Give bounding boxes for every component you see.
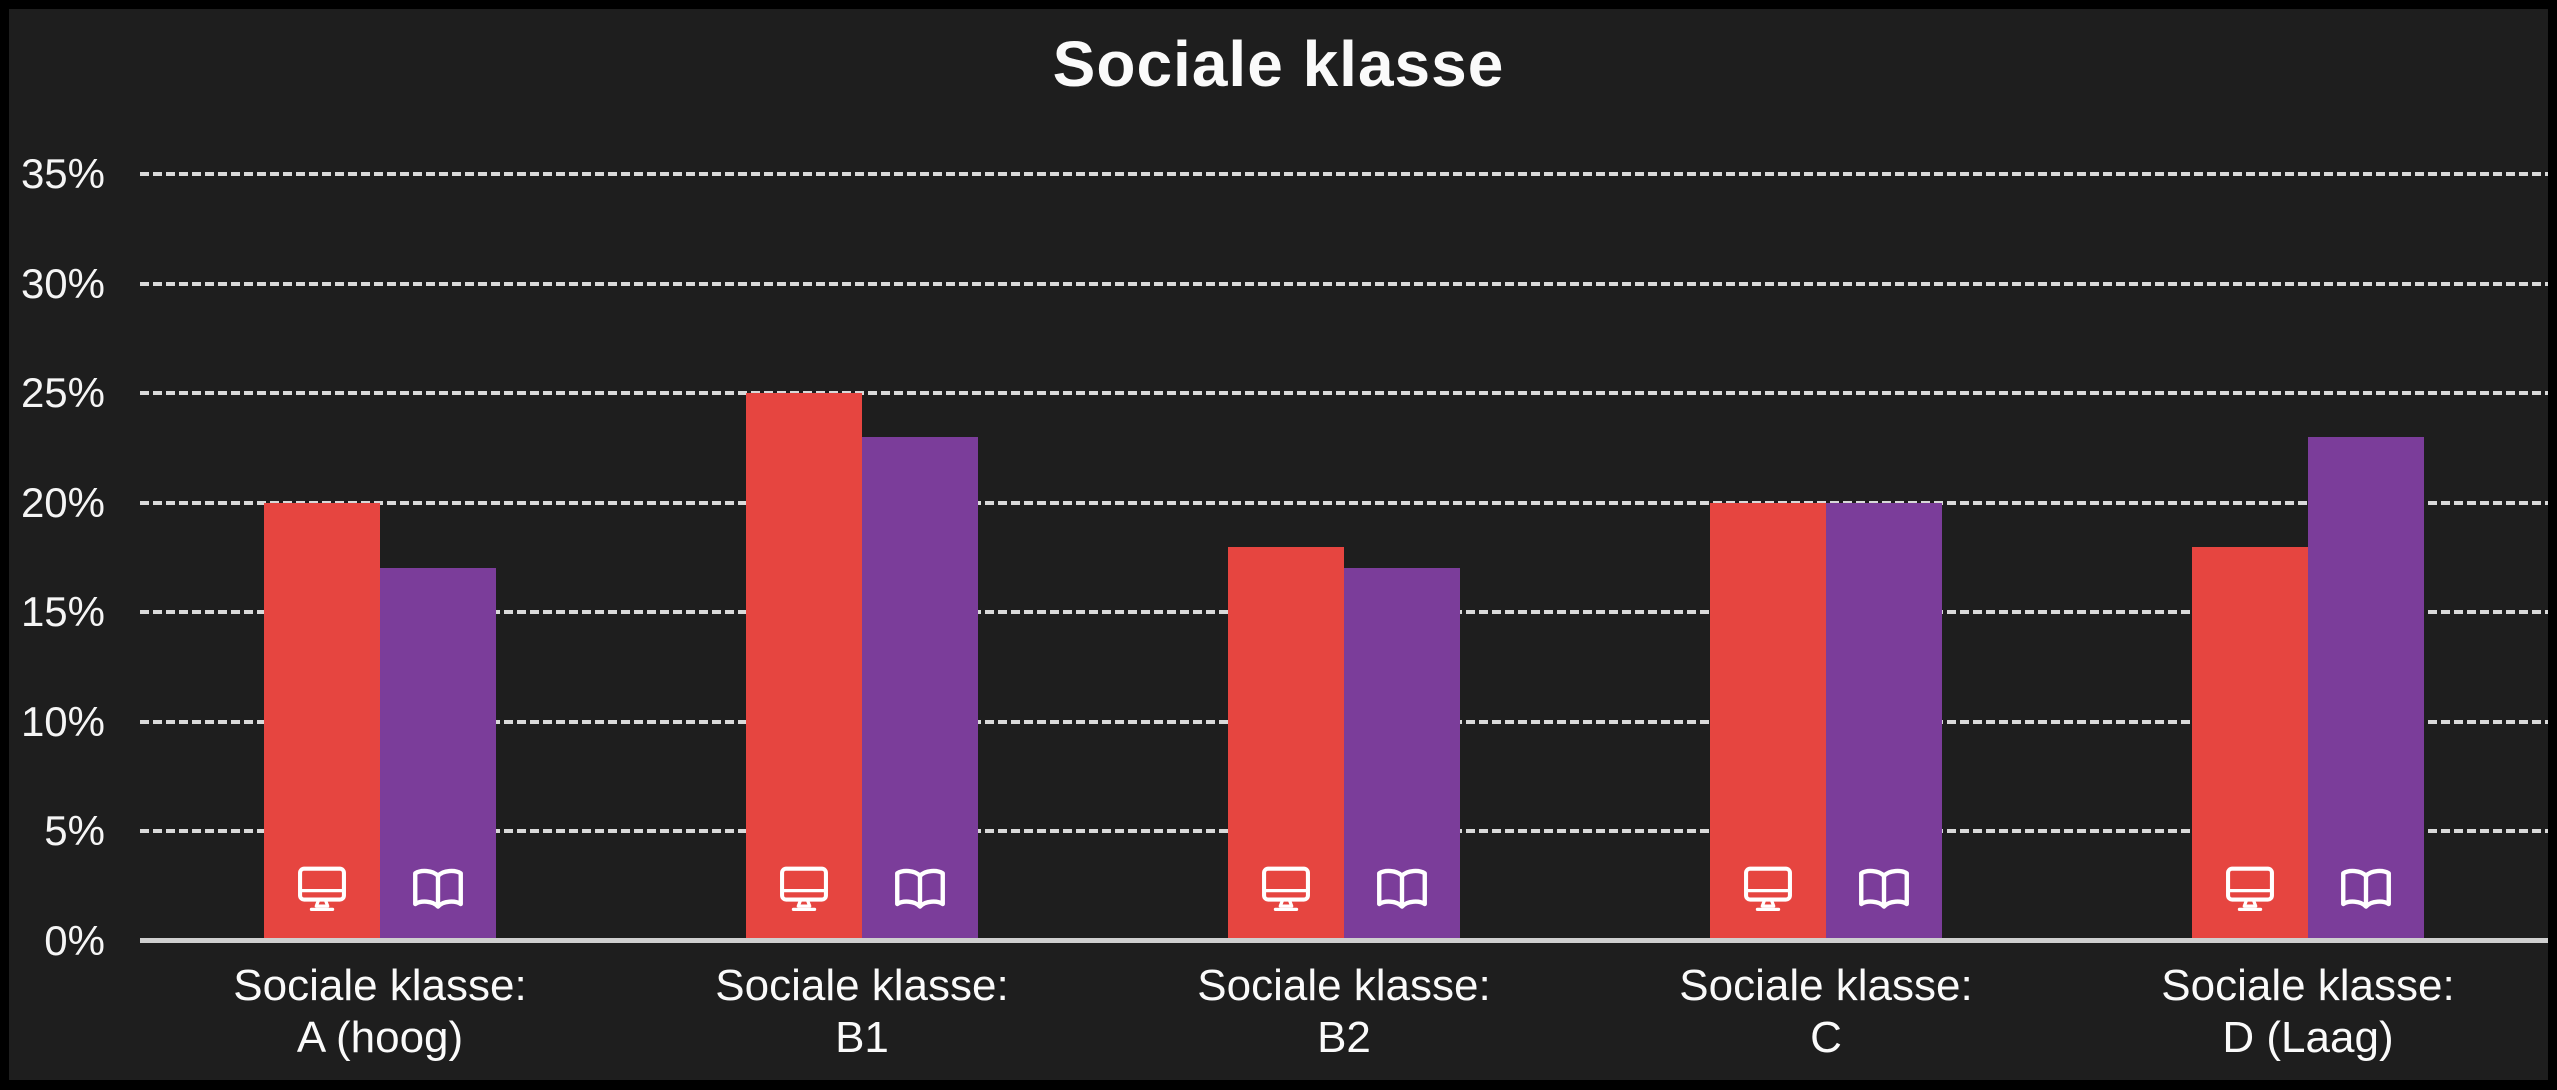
gridline-35% [140,172,2548,176]
y-tick-label: 10% [20,697,105,745]
open-book-icon [410,867,466,913]
chart-title: Sociale klasse [1052,28,1505,100]
x-tick-label-line1: Sociale klasse: [1197,961,1491,1010]
screen-bar [1228,546,1344,941]
x-tick-label-line2: B1 [835,1013,889,1062]
x-tick-label: Sociale klasse: C [1586,960,2066,1064]
x-tick-label-line2: B2 [1317,1013,1371,1062]
monitor-icon [1742,865,1794,913]
y-tick-label: 25% [20,369,105,417]
y-axis-labels: 35% 30% 25% 20% 15% 10% 5% 0% [9,150,105,964]
monitor-icon [1260,865,1312,913]
x-axis-line [140,938,2548,943]
open-book-icon [2338,867,2394,913]
plot-area [140,172,2548,943]
x-tick-label-line2: D (Laag) [2222,1013,2394,1062]
monitor-icon [296,865,348,913]
chart-panel: Sociale klasse 35% 30% 25% 20% 15% 10% 5% 0% So… [9,9,2548,1080]
x-tick-label-line2: C [1810,1013,1842,1062]
y-tick-label: 30% [20,259,105,307]
monitor-icon [778,865,830,913]
x-tick-label: Sociale klasse: B1 [622,960,1102,1064]
book-bar [1826,502,1942,941]
x-tick-label: Sociale klasse: B2 [1104,960,1584,1064]
bar-group [1710,502,1942,941]
screen-bar [264,502,380,941]
x-tick-label-line1: Sociale klasse: [1679,961,1973,1010]
y-tick-label: 35% [20,150,105,197]
monitor-icon [2224,865,2276,913]
gridline-30% [140,281,2548,286]
gridline-25% [140,391,2548,396]
screen-bar [2192,546,2308,941]
y-tick-label: 5% [44,807,105,855]
book-bar [1344,568,1460,941]
y-tick-label: 20% [20,478,105,526]
x-tick-label-line1: Sociale klasse: [2161,961,2455,1010]
book-bar [380,568,496,941]
book-bar [862,436,978,941]
x-tick-label-line1: Sociale klasse: [233,961,527,1010]
x-tick-label: Sociale klasse: A (hoog) [140,960,620,1064]
gridline-20% [140,500,2548,505]
x-tick-label-line2: A (hoog) [296,1013,464,1062]
bar-group [2192,436,2424,941]
open-book-icon [1856,867,1912,913]
open-book-icon [1374,867,1430,913]
y-tick-label: 0% [44,917,105,964]
bar-group [1228,546,1460,941]
book-bar [2308,436,2424,941]
open-book-icon [892,867,948,913]
screen-bar [746,393,862,941]
bar-group [264,502,496,941]
screen-bar [1710,502,1826,941]
bar-group [746,393,978,941]
y-tick-label: 15% [20,588,105,636]
x-tick-label-line1: Sociale klasse: [715,961,1009,1010]
x-tick-label: Sociale klasse: D (Laag) [2068,960,2548,1064]
